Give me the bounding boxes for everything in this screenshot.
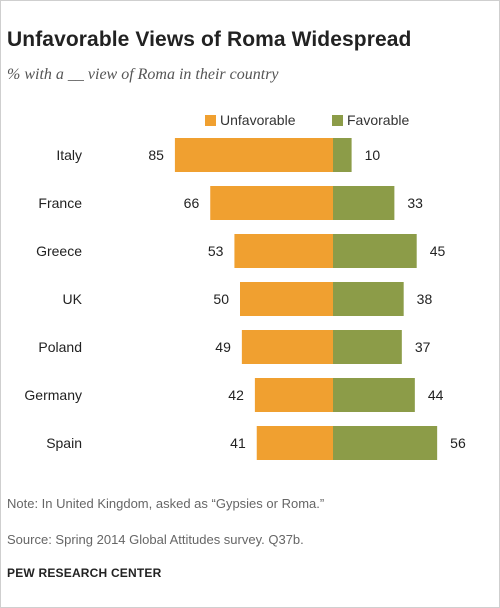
bar-unfavorable-poland xyxy=(241,330,333,364)
category-label-greece: Greece xyxy=(36,243,82,259)
bar-favorable-poland xyxy=(333,330,402,364)
bar-favorable-spain xyxy=(333,426,438,460)
legend-item-unfavorable: Unfavorable xyxy=(205,112,296,128)
bar-favorable-italy xyxy=(333,138,352,172)
legend-swatch-favorable xyxy=(332,114,343,126)
chart-subtitle: % with a __ view of Roma in their countr… xyxy=(7,66,279,83)
bar-favorable-greece xyxy=(333,234,417,268)
category-label-uk: UK xyxy=(63,291,83,307)
category-label-spain: Spain xyxy=(46,435,82,451)
bar-favorable-uk xyxy=(333,282,404,316)
value-label-favorable-uk: 38 xyxy=(417,291,433,307)
bar-unfavorable-spain xyxy=(256,426,333,460)
value-label-unfavorable-poland: 49 xyxy=(215,339,231,355)
legend-label-favorable: Favorable xyxy=(347,112,410,128)
value-label-favorable-france: 33 xyxy=(407,195,423,211)
value-label-unfavorable-france: 66 xyxy=(184,195,200,211)
value-label-unfavorable-spain: 41 xyxy=(230,435,246,451)
bar-unfavorable-germany xyxy=(254,378,333,412)
credit-text: PEW RESEARCH CENTER xyxy=(7,566,162,580)
bar-unfavorable-italy xyxy=(174,138,333,172)
category-label-france: France xyxy=(38,195,82,211)
value-label-unfavorable-italy: 85 xyxy=(148,147,164,163)
value-label-favorable-italy: 10 xyxy=(365,147,381,163)
note-text: Note: In United Kingdom, asked as “Gypsi… xyxy=(7,496,325,511)
category-label-germany: Germany xyxy=(24,387,82,403)
value-label-unfavorable-greece: 53 xyxy=(208,243,224,259)
bar-unfavorable-greece xyxy=(234,234,333,268)
value-label-favorable-poland: 37 xyxy=(415,339,431,355)
value-label-favorable-greece: 45 xyxy=(430,243,446,259)
legend-label-unfavorable: Unfavorable xyxy=(220,112,296,128)
bar-unfavorable-uk xyxy=(240,282,333,316)
legend-item-favorable: Favorable xyxy=(332,112,409,128)
value-label-favorable-spain: 56 xyxy=(450,435,466,451)
legend-swatch-unfavorable xyxy=(205,114,216,126)
value-label-unfavorable-uk: 50 xyxy=(213,291,229,307)
category-label-italy: Italy xyxy=(56,147,82,163)
source-text: Source: Spring 2014 Global Attitudes sur… xyxy=(7,532,304,547)
chart-title: Unfavorable Views of Roma Widespread xyxy=(7,28,412,51)
value-label-favorable-germany: 44 xyxy=(428,387,444,403)
bar-favorable-france xyxy=(333,186,395,220)
bar-unfavorable-france xyxy=(210,186,333,220)
category-label-poland: Poland xyxy=(38,339,82,355)
bar-favorable-germany xyxy=(333,378,415,412)
value-label-unfavorable-germany: 42 xyxy=(228,387,244,403)
